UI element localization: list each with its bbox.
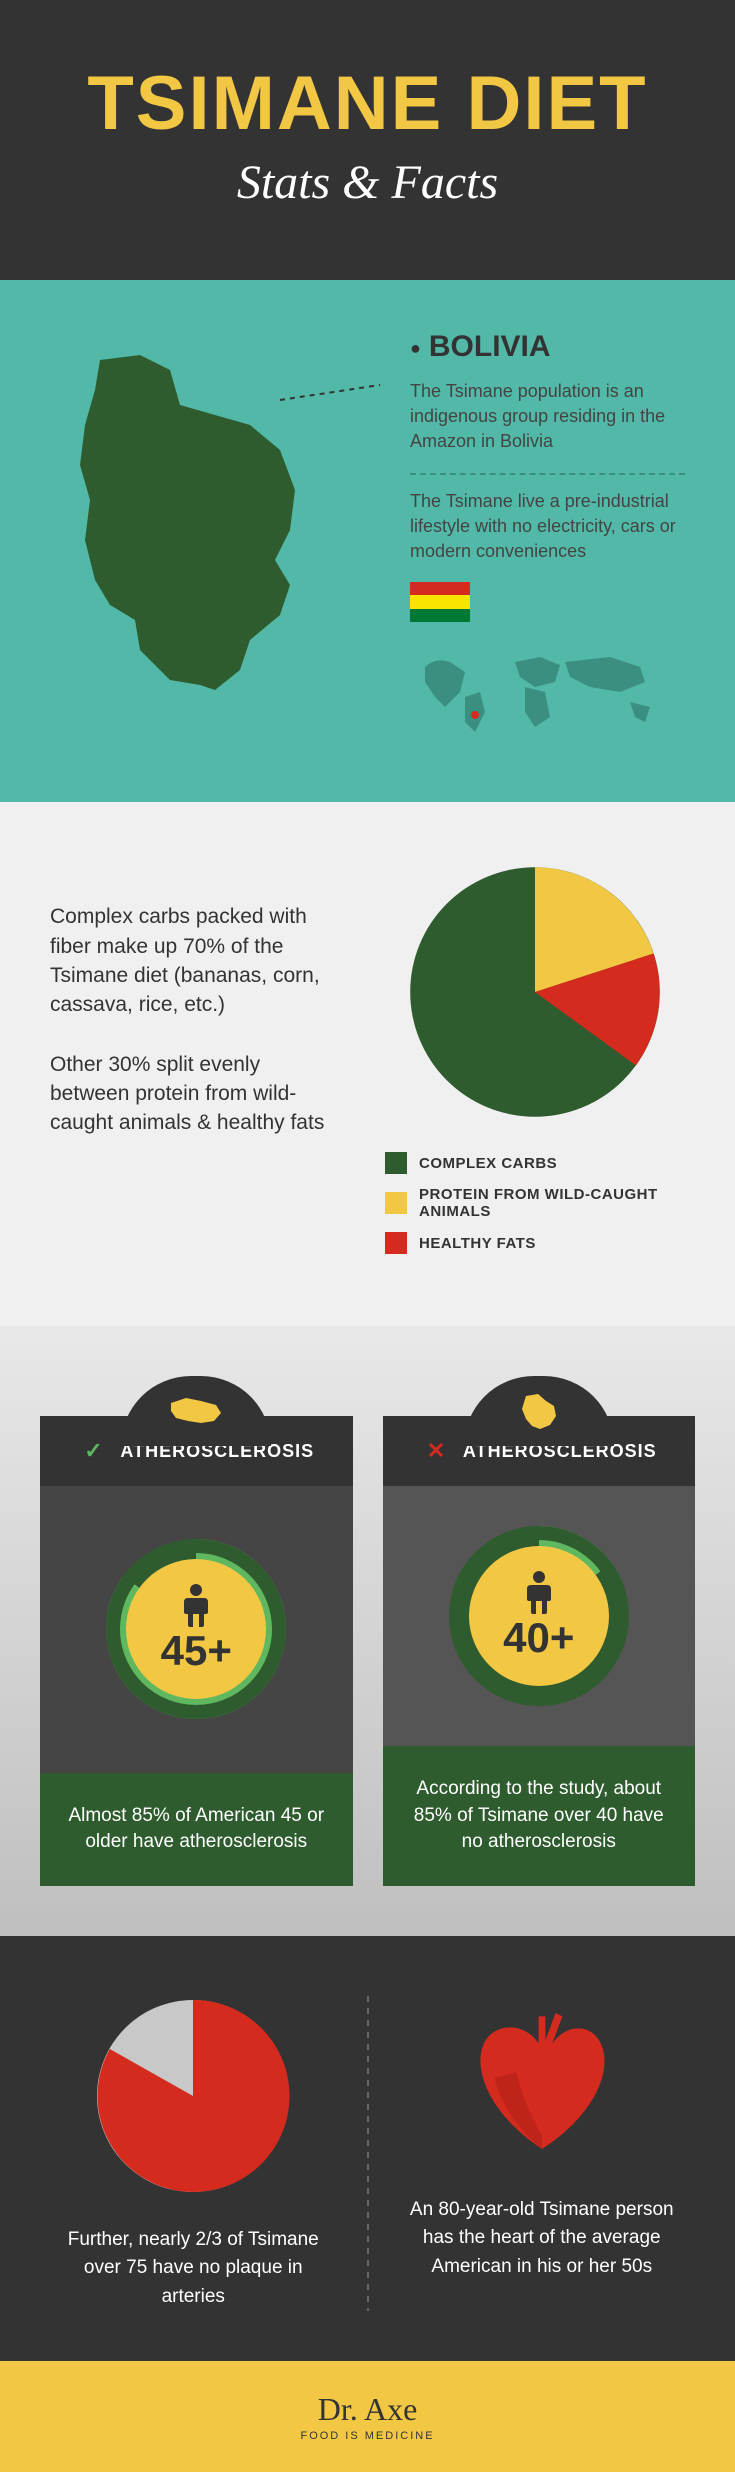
footer-brand: Dr. Axe — [30, 2391, 705, 2428]
stat-ring: 45+ — [106, 1539, 286, 1719]
legend-item: COMPLEX CARBS — [385, 1152, 685, 1174]
bottom-left: Further, nearly 2/3 of Tsimane over 75 h… — [40, 1996, 347, 2312]
stat-ring: 40+ — [449, 1526, 629, 1706]
pie-legend: COMPLEX CARBS PROTEIN FROM WILD-CAUGHT A… — [385, 1152, 685, 1266]
bottom-section: Further, nearly 2/3 of Tsimane over 75 h… — [0, 1936, 735, 2362]
legend-item: PROTEIN FROM WILD-CAUGHT ANIMALS — [385, 1186, 685, 1220]
world-map-icon — [410, 637, 685, 752]
athero-section: ✓ ATHEROSCLEROSIS 45+ Almost 85% of Amer… — [0, 1326, 735, 1936]
card-footer: Almost 85% of American 45 or older have … — [40, 1773, 353, 1886]
bottom-right: An 80-year-old Tsimane person has the he… — [389, 1996, 696, 2312]
subtitle: Stats & Facts — [40, 155, 695, 210]
diet-para2: Other 30% split evenly between protein f… — [50, 1050, 345, 1138]
diet-pie-wrap: COMPLEX CARBS PROTEIN FROM WILD-CAUGHT A… — [385, 862, 685, 1266]
cross-icon: ✕ — [421, 1436, 451, 1466]
check-icon: ✓ — [78, 1436, 108, 1466]
bolivia-map — [40, 330, 360, 752]
diet-pie-section: Complex carbs packed with fiber make up … — [0, 802, 735, 1326]
bottom-left-text: Further, nearly 2/3 of Tsimane over 75 h… — [60, 2226, 327, 2312]
card-tab-icon — [121, 1376, 271, 1446]
bolivia-heading: BOLIVIA — [410, 330, 685, 364]
diet-para1: Complex carbs packed with fiber make up … — [50, 902, 345, 1020]
footer: Dr. Axe FOOD IS MEDICINE — [0, 2361, 735, 2472]
bolivia-section: BOLIVIA The Tsimane population is an ind… — [0, 280, 735, 802]
bolivia-text: BOLIVIA The Tsimane population is an ind… — [390, 330, 685, 752]
person-icon — [521, 1570, 557, 1614]
athero-card-usa: ✓ ATHEROSCLEROSIS 45+ Almost 85% of Amer… — [40, 1416, 353, 1886]
footer-tagline: FOOD IS MEDICINE — [30, 2430, 705, 2442]
heart-icon — [442, 1996, 642, 2166]
card-tab-icon — [464, 1376, 614, 1446]
main-title: TSIMANE DIET — [40, 60, 695, 147]
athero-card-tsimane: ✕ ATHEROSCLEROSIS 40+ According to the s… — [383, 1416, 696, 1886]
bolivia-para1: The Tsimane population is an indigenous … — [410, 379, 685, 455]
plaque-pie-chart — [93, 1996, 293, 2196]
diet-text: Complex carbs packed with fiber make up … — [50, 862, 345, 1168]
divider — [410, 473, 685, 475]
bolivia-para2: The Tsimane live a pre-industrial lifest… — [410, 489, 685, 565]
header-section: TSIMANE DIET Stats & Facts — [0, 0, 735, 280]
card-body: 40+ — [383, 1486, 696, 1746]
legend-item: HEALTHY FATS — [385, 1232, 685, 1254]
diet-pie-chart — [405, 862, 665, 1122]
bottom-right-text: An 80-year-old Tsimane person has the he… — [409, 2196, 676, 2282]
vertical-divider — [367, 1996, 369, 2312]
card-body: 45+ — [40, 1486, 353, 1773]
person-icon — [178, 1583, 214, 1627]
card-footer: According to the study, about 85% of Tsi… — [383, 1746, 696, 1886]
bolivia-flag-icon — [410, 582, 470, 622]
